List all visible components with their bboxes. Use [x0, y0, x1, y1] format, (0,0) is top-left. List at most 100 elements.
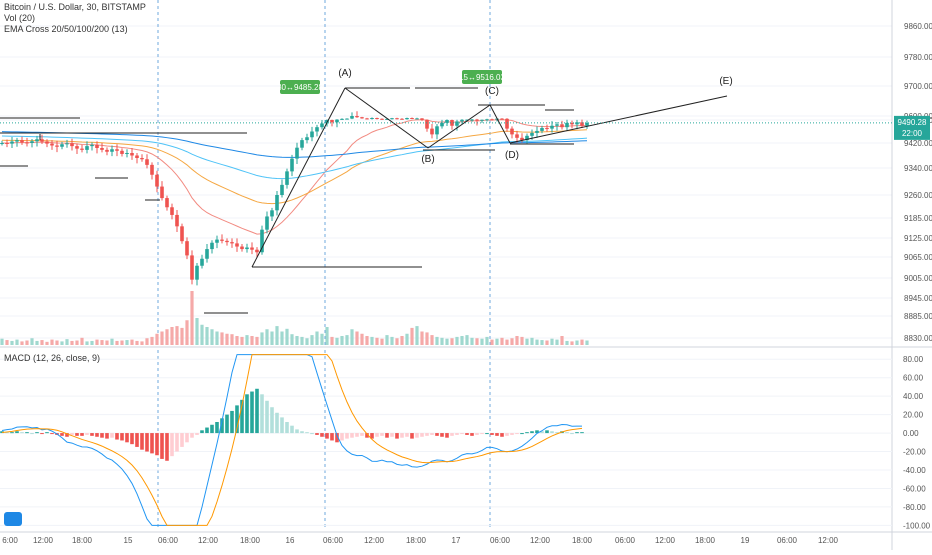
candle-body [270, 210, 274, 217]
measure-callout-label: 15↔9516.03 [459, 73, 505, 82]
candle-body [350, 116, 354, 119]
volume-bar [305, 338, 309, 345]
volume-bar [145, 338, 149, 345]
price-tick-label: 9185.00 [904, 214, 932, 223]
legend: Bitcoin / U.S. Dollar, 30, BITSTAMP Vol … [4, 2, 146, 35]
volume-bar [520, 336, 524, 345]
wave-line [489, 104, 511, 144]
candle-body [240, 246, 244, 250]
volume-bar [60, 341, 64, 345]
symbol-title[interactable]: Bitcoin / U.S. Dollar, 30, BITSTAMP [4, 2, 146, 12]
candle-body [205, 249, 209, 259]
macd-histogram-bar [185, 433, 189, 443]
time-tick-label: 12:00 [655, 536, 676, 545]
macd-histogram-bar [505, 433, 509, 436]
volume-bar [385, 335, 389, 345]
volume-legend[interactable]: Vol (20) [4, 13, 36, 23]
price-tick-label: 9125.00 [904, 234, 932, 243]
candle-body [180, 226, 184, 242]
volume-bar [420, 331, 424, 345]
macd-histogram-bar [400, 433, 404, 438]
macd-histogram-bar [355, 433, 359, 437]
volume-bars [0, 291, 589, 345]
volume-bar [50, 339, 54, 345]
time-tick-label: 06:00 [158, 536, 179, 545]
volume-bar [465, 335, 469, 345]
candle-body [155, 174, 159, 187]
macd-histogram-bar [455, 433, 459, 435]
candle-body [300, 140, 304, 148]
drawings[interactable] [0, 87, 728, 314]
candle-body [400, 118, 404, 120]
macd-histogram-bar [340, 433, 344, 441]
candle-body [185, 241, 189, 256]
candle-body [280, 184, 284, 195]
volume-bar [505, 339, 509, 345]
time-tick-label: 18:00 [572, 536, 593, 545]
volume-bar [240, 336, 244, 345]
candle-body [465, 119, 469, 121]
tradingview-logo[interactable] [4, 512, 22, 526]
macd-histogram-bar [95, 433, 99, 437]
candle-body [130, 153, 134, 156]
volume-bar [485, 336, 489, 345]
time-tick-label: 06:00 [777, 536, 798, 545]
candle-body [55, 145, 59, 147]
price-tick-label: 9065.00 [904, 253, 932, 262]
macd-histogram-bar [525, 432, 529, 434]
macd-histogram-bar [345, 433, 349, 439]
volume-bar [155, 333, 159, 345]
time-tick-label: 6:00 [2, 536, 18, 545]
volume-bar [510, 338, 514, 345]
volume-bar [390, 336, 394, 345]
candles [0, 111, 589, 286]
volume-bar [310, 335, 314, 345]
candle-body [395, 118, 399, 120]
ema-legend[interactable]: EMA Cross 20/50/100/200 (13) [4, 24, 128, 34]
time-tick-label: 06:00 [323, 536, 344, 545]
volume-bar [15, 339, 19, 345]
macd-histogram-bar [450, 433, 454, 436]
candle-body [430, 128, 434, 135]
time-tick-label: 06:00 [490, 536, 511, 545]
macd-legend[interactable]: MACD (12, 26, close, 9) [4, 353, 101, 363]
macd-histogram-bar [35, 432, 39, 434]
volume-bar [440, 337, 444, 345]
macd-histogram-bar [255, 388, 259, 434]
macd-histogram-bar [110, 433, 114, 438]
wave-label: (C) [485, 86, 499, 97]
volume-bar [350, 329, 354, 345]
volume-bar [275, 326, 279, 345]
macd-histogram-bar [325, 433, 329, 439]
macd-histogram-bar [135, 433, 139, 447]
candle-body [385, 118, 389, 120]
macd-histogram-bar [330, 433, 334, 441]
macd-histogram-bar [190, 433, 194, 438]
candle-body [530, 132, 534, 136]
volume-bar [10, 340, 14, 345]
macd-histogram-bar [305, 432, 309, 434]
macd-histogram-bar [140, 433, 144, 450]
volume-bar [335, 337, 339, 345]
candle-body [165, 198, 169, 208]
macd-tick-label: 80.00 [903, 355, 924, 364]
macd-histogram-bar [125, 433, 129, 443]
volume-bar [65, 339, 69, 345]
wave-labels: 30↔9485.28 15↔9516.03 (A) (B) (C) (D) (E) [277, 68, 733, 165]
volume-bar [585, 340, 589, 345]
macd-histogram-bar [75, 433, 79, 436]
macd-histogram-bar [240, 399, 244, 434]
candle-body [0, 143, 4, 144]
candle-body [490, 119, 494, 121]
macd-histogram-bar [195, 433, 199, 435]
volume-bar [555, 339, 559, 345]
volume-bar [190, 291, 194, 345]
wave-label: (A) [338, 68, 351, 79]
volume-bar [225, 333, 229, 345]
volume-bar [435, 336, 439, 345]
volume-bar [235, 336, 239, 345]
macd-histogram-bar [175, 433, 179, 452]
macd-tick-label: 60.00 [903, 374, 924, 383]
volume-bar [345, 335, 349, 345]
